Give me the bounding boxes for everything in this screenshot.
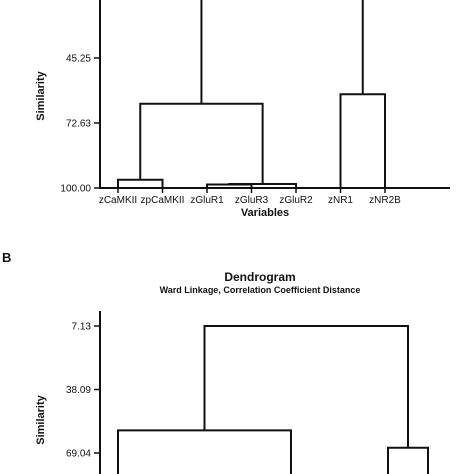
dendrogram-a: 45.25 72.63 100.00 zCaMKII zpCaMKII zGluR1 zG… bbox=[35, 0, 450, 219]
dendrogram-b-subtitle: Ward Linkage, Correlation Coefficient Di… bbox=[160, 285, 361, 295]
dendrogram-b-y-label: Similarity bbox=[35, 394, 47, 444]
dendrogram-a-y-label: Similarity bbox=[35, 70, 47, 120]
dendrogram-a-leaf-label: zNR2B bbox=[369, 195, 401, 206]
dendrogram-a-link-camkii bbox=[117, 178, 164, 188]
dendrogram-a-link-camkii-glur bbox=[139, 102, 264, 184]
dendrogram-a-y-tick-label: 45.25 bbox=[66, 53, 91, 64]
dendrogram-b-link-root bbox=[203, 325, 409, 448]
dendrogram-a-link-glur-glur2 bbox=[228, 182, 297, 188]
dendrogram-a-leaf-label: zGluR1 bbox=[190, 195, 224, 206]
dendrogram-b-link-left bbox=[117, 429, 292, 474]
dendrogram-a-leaf-label: zGluR3 bbox=[235, 195, 269, 206]
dendrogram-b: B Dendrogram Ward Linkage, Correlation C… bbox=[2, 250, 429, 474]
dendrogram-a-x-label: Variables bbox=[241, 207, 289, 219]
dendrogram-b-y-tick-label: 7.13 bbox=[72, 322, 92, 333]
dendrogram-a-y-tick-label: 100.00 bbox=[60, 184, 91, 195]
dendrogram-a-leaf-label: zpCaMKII bbox=[141, 195, 185, 206]
dendrogram-b-y-tick-label: 69.04 bbox=[66, 449, 91, 460]
dendrogram-a-leaf-label: zNR1 bbox=[328, 195, 353, 206]
dendrogram-b-link-right bbox=[387, 446, 429, 474]
dendrogram-a-leaf-label: zGluR2 bbox=[279, 195, 313, 206]
dendrogram-b-title: Dendrogram bbox=[224, 270, 295, 284]
dendrogram-b-y-tick-label: 38.09 bbox=[66, 385, 91, 396]
dendrogram-a-link-nr bbox=[339, 93, 386, 188]
dendrogram-a-leaf-label: zCaMKII bbox=[99, 195, 137, 206]
dendrogram-a-y-tick-label: 72.63 bbox=[66, 119, 91, 130]
panel-b-label: B bbox=[2, 250, 11, 265]
